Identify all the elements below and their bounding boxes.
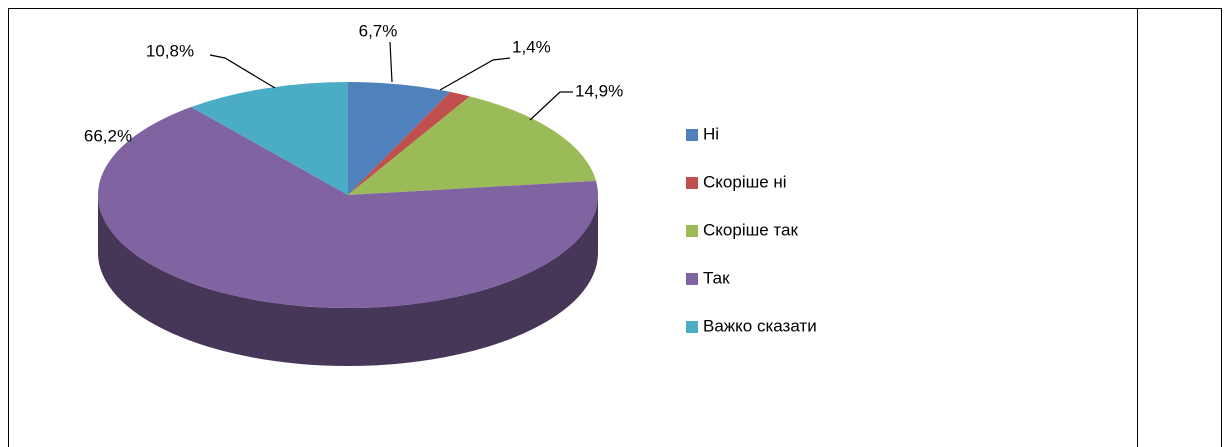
pie-slice	[98, 107, 599, 309]
legend-label: Ні	[703, 124, 719, 143]
data-label: 1,4%	[512, 37, 551, 56]
leader-line	[209, 54, 276, 89]
legend-swatch	[686, 177, 698, 189]
legend-swatch	[686, 321, 698, 333]
legend-swatch	[686, 129, 698, 141]
pie-slice	[348, 96, 597, 195]
leader-line	[389, 41, 393, 83]
pie-slice	[348, 91, 470, 195]
pie-side	[98, 195, 598, 366]
data-label: 14,9%	[575, 81, 623, 100]
leader-line	[439, 57, 511, 91]
pie-slice	[191, 82, 348, 195]
pie-slice	[348, 82, 451, 195]
data-label: 10,8%	[146, 41, 194, 60]
data-label: 6,7%	[359, 21, 398, 40]
legend-label: Скоріше ні	[703, 172, 787, 191]
legend-label: Важко сказати	[703, 316, 817, 335]
frame	[8, 8, 1222, 447]
legend-label: Скоріше так	[703, 220, 798, 239]
data-label: 66,2%	[84, 126, 132, 145]
legend-swatch	[686, 273, 698, 285]
legend-swatch	[686, 225, 698, 237]
leader-line	[529, 91, 573, 121]
legend-label: Так	[703, 268, 730, 287]
